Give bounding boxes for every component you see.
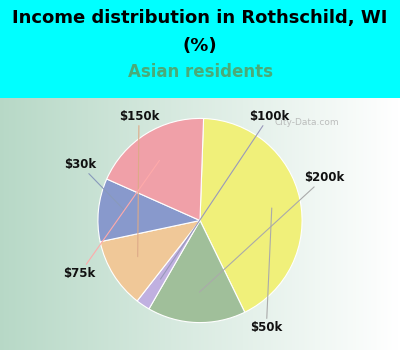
- Text: $30k: $30k: [64, 158, 125, 211]
- Text: Income distribution in Rothschild, WI: Income distribution in Rothschild, WI: [12, 9, 388, 27]
- Wedge shape: [100, 220, 200, 301]
- Wedge shape: [200, 119, 302, 312]
- Text: $75k: $75k: [64, 160, 160, 280]
- Wedge shape: [137, 220, 200, 309]
- Text: $50k: $50k: [250, 208, 282, 334]
- Text: Asian residents: Asian residents: [128, 63, 272, 81]
- Text: $100k: $100k: [160, 110, 289, 279]
- Text: City-Data.com: City-Data.com: [275, 118, 340, 127]
- Wedge shape: [149, 220, 245, 323]
- Text: $150k: $150k: [119, 110, 159, 257]
- Text: (%): (%): [183, 37, 217, 55]
- Wedge shape: [107, 118, 204, 220]
- Wedge shape: [98, 179, 200, 242]
- Text: $200k: $200k: [200, 171, 344, 292]
